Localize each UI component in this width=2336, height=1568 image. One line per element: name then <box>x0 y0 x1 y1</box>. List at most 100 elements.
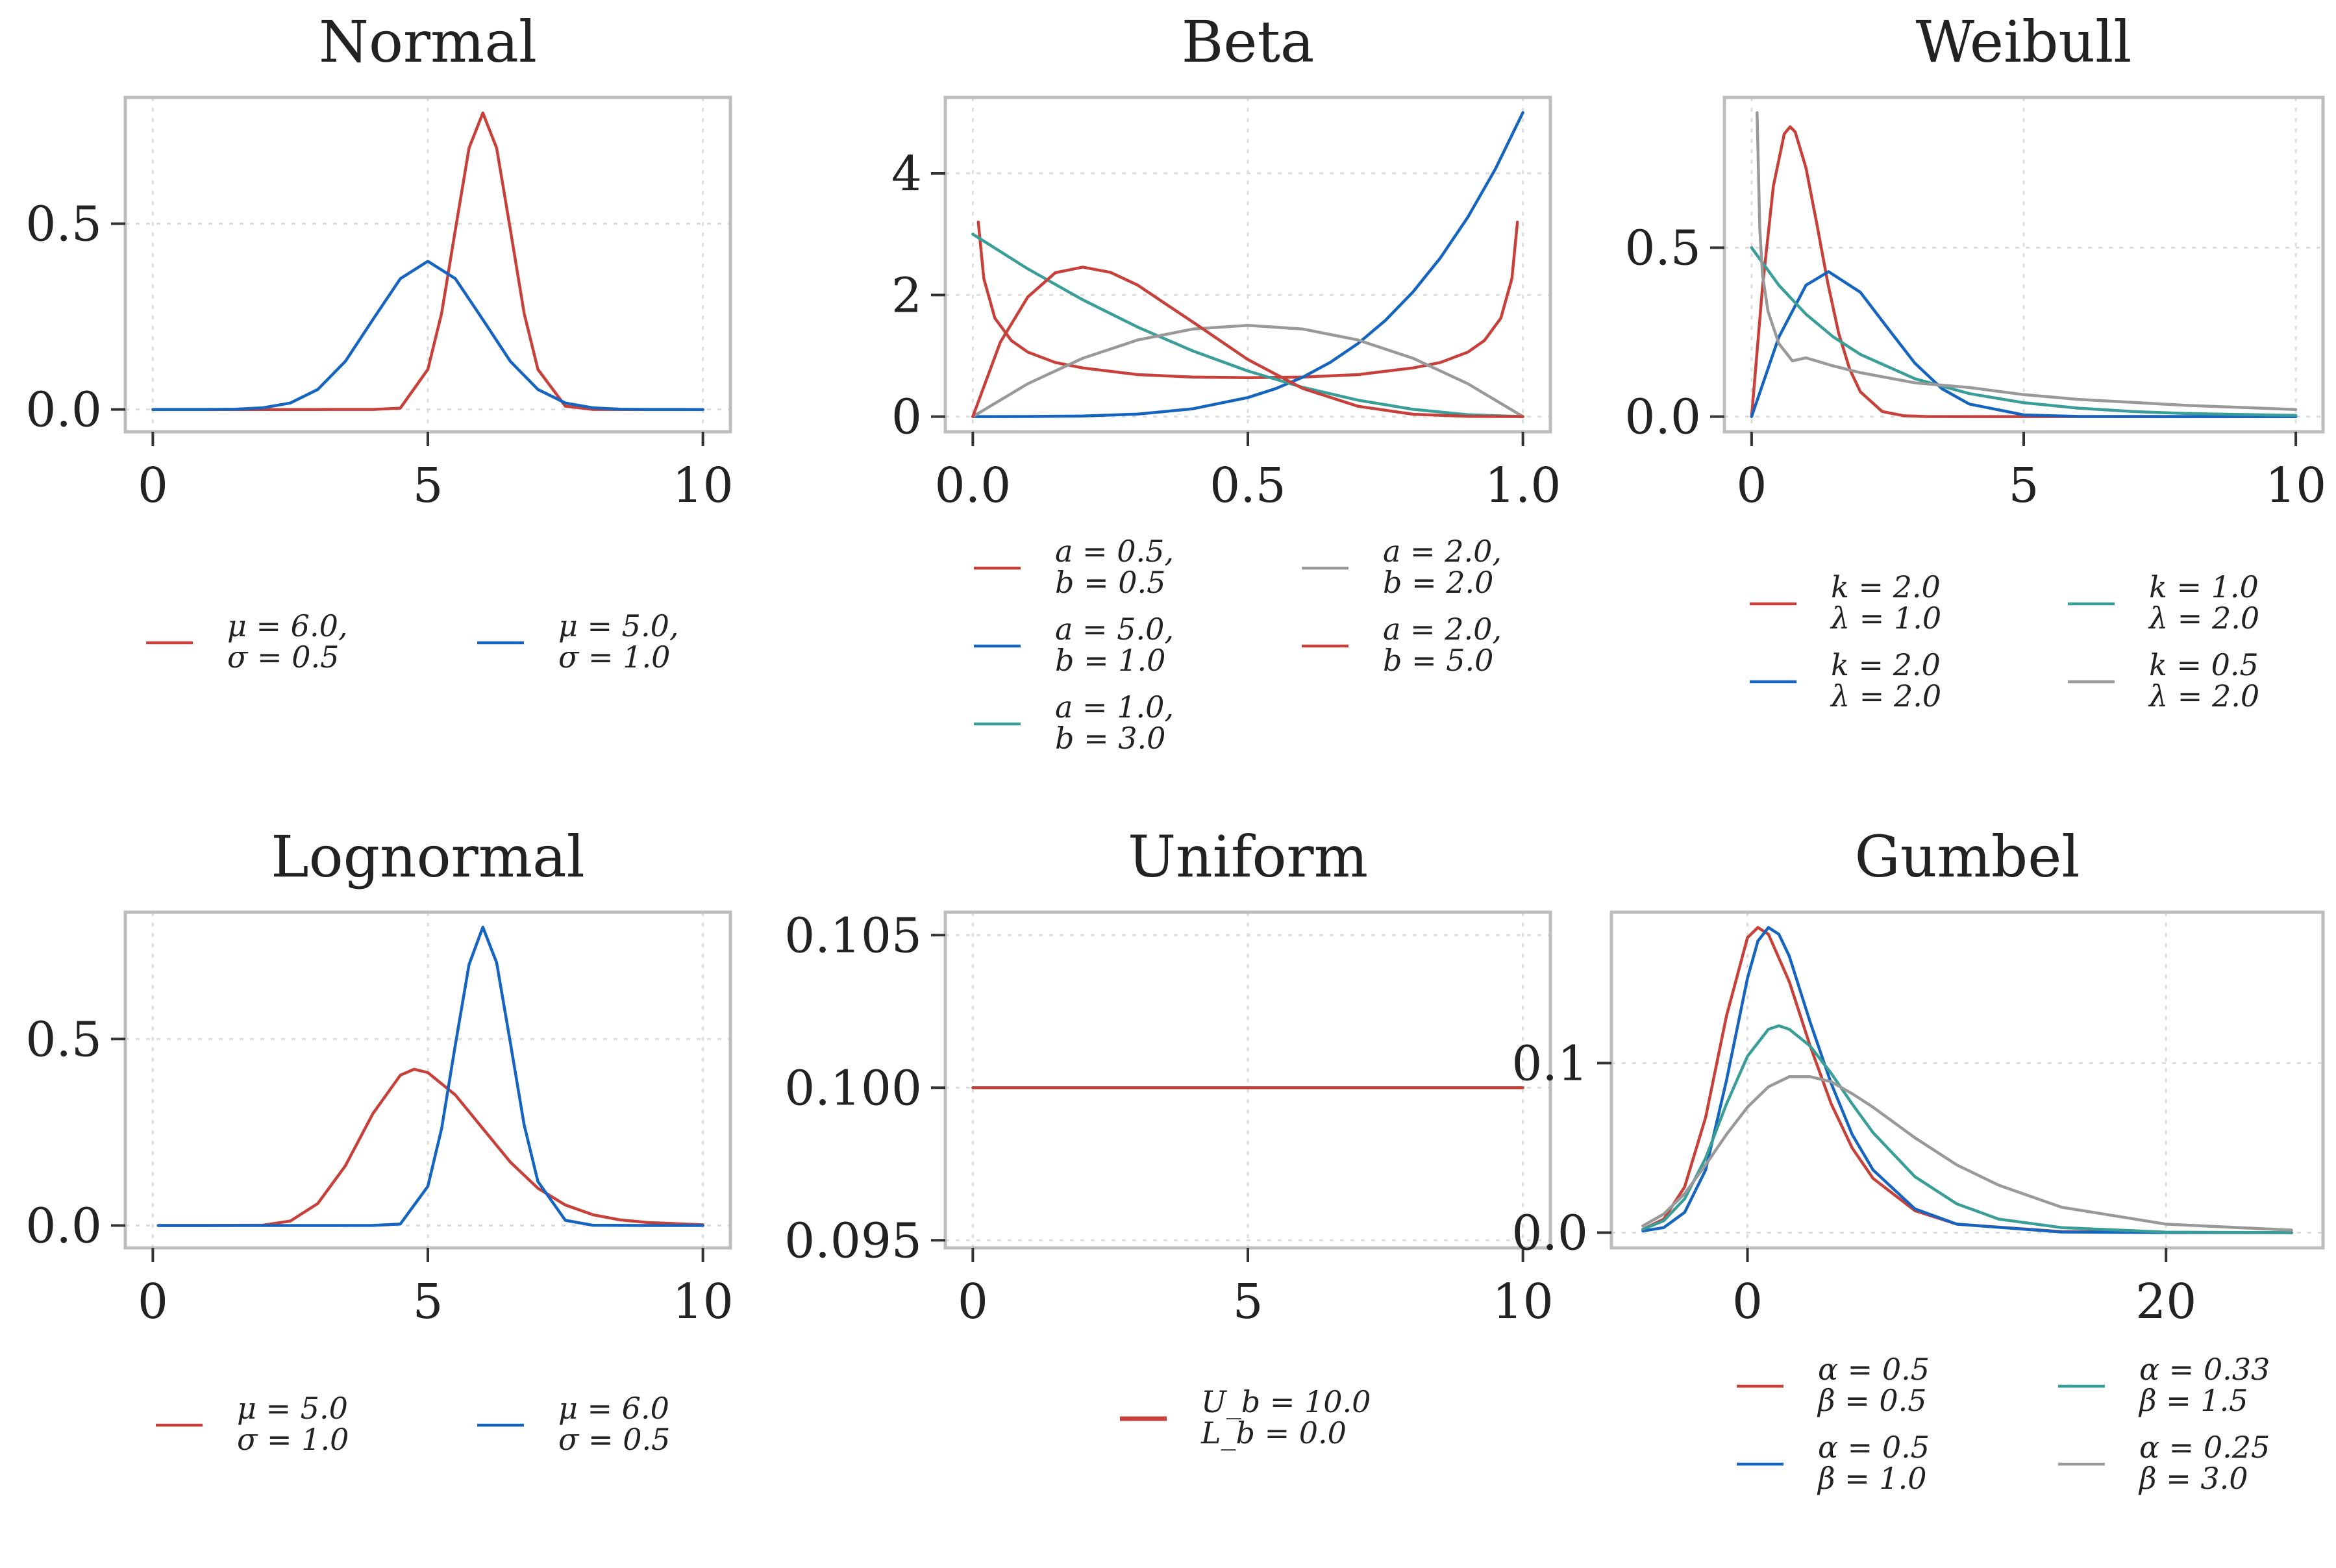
y-tick-label: 0.1 <box>1511 1036 1588 1091</box>
series-line-beta-1 <box>971 111 1524 418</box>
y-tick-label: 0.100 <box>784 1060 922 1116</box>
y-tick-label: 0.0 <box>1511 1206 1588 1262</box>
legend-label: σ = 1.0 <box>237 1422 349 1457</box>
x-tick-label: 0.5 <box>1210 458 1286 514</box>
legend-label: μ = 5.0, <box>558 608 678 643</box>
legend-label: k = 0.5 <box>2149 647 2259 682</box>
x-tick-label: 5 <box>412 1274 443 1330</box>
panel-title-beta: Beta <box>1182 8 1315 75</box>
legend-weibull: k = 2.0λ = 1.0k = 2.0λ = 2.0k = 1.0λ = 2… <box>1750 569 2259 714</box>
legend-label: k = 1.0 <box>2149 569 2259 604</box>
series-line-lognormal-0 <box>156 1067 704 1227</box>
legend-label: a = 5.0, <box>1055 612 1174 647</box>
y-tick-label: 0.5 <box>25 197 102 253</box>
y-tick-label: 0 <box>891 390 922 445</box>
legend-label: L_b = 0.0 <box>1200 1415 1347 1450</box>
x-tick-label: 10 <box>1493 1274 1554 1330</box>
x-tick-label: 5 <box>2008 458 2039 514</box>
panel-title-uniform: Uniform <box>1128 823 1368 890</box>
legend-label: b = 3.0 <box>1055 721 1165 756</box>
y-tick-label: 2 <box>891 268 922 323</box>
panel-normal: Normal 0 5 10 0.0 0.5 μ = 6.0,σ = 0.5 μ = 5.0,σ… <box>25 8 733 675</box>
legend-label: b = 1.0 <box>1055 643 1165 678</box>
axes-frame <box>1609 910 2325 1250</box>
y-tick-label: 0.0 <box>25 382 102 438</box>
legend-label: U_b = 10.0 <box>1201 1384 1371 1419</box>
legend-label: a = 2.0, <box>1383 534 1502 569</box>
legend-label: b = 0.5 <box>1055 565 1165 600</box>
x-tick-label: 20 <box>2135 1274 2196 1330</box>
legend-beta: a = 0.5,b = 0.5a = 5.0,b = 1.0a = 1.0,b … <box>974 534 1502 756</box>
legend-label: α = 0.5 <box>1818 1352 1930 1387</box>
y-tick-label: 0.095 <box>784 1213 922 1269</box>
x-tick-label: 10 <box>673 1274 734 1330</box>
legend-label: λ = 2.0 <box>1830 678 1941 714</box>
legend-label: k = 2.0 <box>1831 569 1941 604</box>
panel-title-gumbel: Gumbel <box>1855 823 2080 890</box>
legend-label: σ = 1.0 <box>558 640 670 675</box>
panel-uniform: Uniform 0 5 10 0.095 0.100 0.105 U_b = 10.0L_b … <box>784 823 1554 1450</box>
legend-label: λ = 2.0 <box>2148 601 2259 636</box>
series-line-beta-0 <box>976 220 1519 379</box>
panel-lognormal: Lognormal 0 5 10 0.0 0.5 μ = 5.0σ = 1.0 μ = 6.0… <box>25 823 733 1457</box>
legend-label: μ = 6.0 <box>558 1391 669 1426</box>
legend-lognormal: μ = 5.0σ = 1.0 μ = 6.0σ = 0.5 <box>156 1391 670 1457</box>
legend-label: μ = 6.0, <box>227 608 347 643</box>
y-tick-label: 0.105 <box>784 908 922 964</box>
y-tick-label: 0.0 <box>25 1199 102 1254</box>
x-tick-label: 10 <box>2265 458 2326 514</box>
legend-uniform: U_b = 10.0L_b = 0.0 <box>1120 1384 1371 1450</box>
series-line-beta-3 <box>971 323 1524 418</box>
legend-label: k = 2.0 <box>1831 647 1941 682</box>
y-tick-label: 4 <box>891 146 922 202</box>
legend-label: β = 1.0 <box>1817 1461 1927 1496</box>
legend-label: λ = 1.0 <box>1830 601 1941 636</box>
series-line-beta-4 <box>971 266 1524 418</box>
x-tick-label: 0.0 <box>935 458 1012 514</box>
legend-label: β = 3.0 <box>2138 1461 2248 1496</box>
panel-title-weibull: Weibull <box>1916 8 2132 75</box>
panel-title-normal: Normal <box>319 8 537 75</box>
x-tick-label: 0 <box>138 458 168 514</box>
series-line-normal-0 <box>151 111 704 411</box>
series-line-gumbel-0 <box>1641 926 2293 1234</box>
x-tick-label: 0 <box>1736 458 1767 514</box>
legend-label: λ = 2.0 <box>2148 678 2259 714</box>
series-line-beta-2 <box>971 232 1524 418</box>
x-tick-label: 5 <box>412 458 443 514</box>
series-line-gumbel-1 <box>1641 926 2293 1234</box>
y-tick-label: 0.5 <box>25 1012 102 1067</box>
legend-label: μ = 5.0 <box>237 1391 348 1426</box>
x-tick-label: 0 <box>1732 1274 1763 1330</box>
y-tick-label: 0.5 <box>1624 220 1701 276</box>
legend-label: β = 0.5 <box>1817 1383 1927 1418</box>
legend-label: α = 0.5 <box>1818 1430 1930 1465</box>
legend-label: β = 1.5 <box>2138 1383 2248 1418</box>
legend-label: α = 0.33 <box>2139 1352 2270 1387</box>
series-line-normal-1 <box>151 260 704 411</box>
series-line-lognormal-1 <box>156 925 704 1227</box>
legend-label: σ = 0.5 <box>558 1422 670 1457</box>
series-line-gumbel-3 <box>1641 1075 2293 1232</box>
legend-label: α = 0.25 <box>2139 1430 2270 1465</box>
x-tick-label: 1.0 <box>1485 458 1561 514</box>
legend-label: σ = 0.5 <box>227 640 339 675</box>
legend-gumbel: α = 0.5β = 0.5α = 0.5β = 1.0α = 0.33β = … <box>1737 1352 2270 1496</box>
y-tick-label: 0.0 <box>1624 390 1701 445</box>
legend-normal: μ = 6.0,σ = 0.5 μ = 5.0,σ = 1.0 <box>146 608 678 675</box>
x-tick-label: 0 <box>958 1274 988 1330</box>
legend-label: a = 1.0, <box>1055 690 1174 725</box>
legend-label: b = 2.0 <box>1383 565 1493 600</box>
legend-label: a = 2.0, <box>1383 612 1502 647</box>
legend-label: b = 5.0 <box>1383 643 1493 678</box>
series-line-weibull-1 <box>1750 270 2298 418</box>
series-line-weibull-3 <box>1756 111 2298 411</box>
series-line-weibull-0 <box>1750 125 2298 418</box>
x-tick-label: 0 <box>138 1274 168 1330</box>
panel-title-lognormal: Lognormal <box>271 823 585 890</box>
x-tick-label: 5 <box>1232 1274 1263 1330</box>
